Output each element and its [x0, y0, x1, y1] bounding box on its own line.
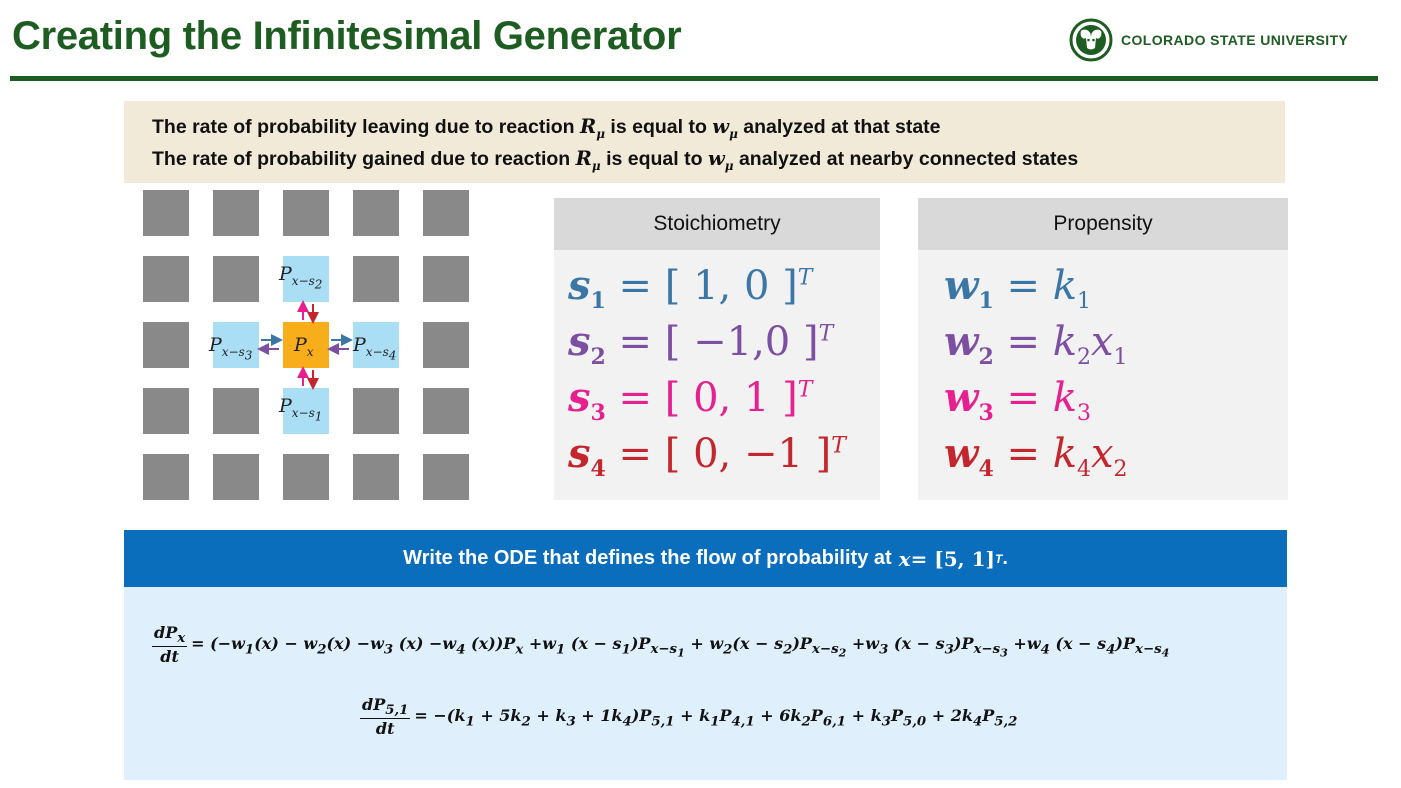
- grid-cell-neighbor-right: [353, 322, 399, 368]
- grid-cell: [213, 454, 259, 500]
- label-p-x-minus-s3: Px−s3: [209, 334, 253, 363]
- grid-cell-current-state: [283, 322, 329, 368]
- page-title: Creating the Infinitesimal Generator: [12, 14, 682, 58]
- state-grid: Px−s2 Px−s3 Px Px−s4 Px−s1: [143, 190, 473, 502]
- grid-cell: [423, 454, 469, 500]
- grid-cell: [353, 256, 399, 302]
- grid-cell: [283, 454, 329, 500]
- stoich-row-3: s3 = [ 0, 1 ]T: [568, 374, 813, 426]
- grid-cell: [283, 190, 329, 236]
- grid-cell: [213, 256, 259, 302]
- title-rule: [10, 76, 1378, 81]
- propensity-row-2: w2 = k2x1: [944, 318, 1128, 370]
- propensity-row-3: w3 = k3: [944, 374, 1091, 426]
- grid-cell: [213, 190, 259, 236]
- propensity-row-1: w1 = k1: [944, 262, 1091, 314]
- intro-box: The rate of probability leaving due to r…: [124, 101, 1285, 183]
- university-logo: COLORADO STATE UNIVERSITY: [1069, 18, 1348, 62]
- grid-cell: [423, 256, 469, 302]
- grid-cell: [143, 454, 189, 500]
- grid-cell: [213, 388, 259, 434]
- stoich-row-4: s4 = [ 0, −1 ]T: [568, 430, 846, 482]
- label-p-x-minus-s4: Px−s4: [353, 334, 397, 363]
- intro-line-1: The rate of probability leaving due to r…: [152, 115, 941, 141]
- specific-ode-equation: dP5,1 dt = −(k1 + 5k2 + k3 + 1k4)P5,1 + k1…: [360, 695, 1018, 739]
- stoichiometry-panel: Stoichiometry s1 = [ 1, 0 ]T s2 = [ −1,0…: [554, 198, 880, 500]
- grid-cell: [353, 190, 399, 236]
- grid-cell-neighbor-left: [213, 322, 259, 368]
- grid-cell: [353, 388, 399, 434]
- propensity-panel: Propensity w1 = k1 w2 = k2x1 w3 = k3 w4 …: [918, 198, 1288, 500]
- grid-cell: [423, 322, 469, 368]
- grid-cell: [143, 190, 189, 236]
- grid-cell: [143, 322, 189, 368]
- label-p-x-minus-s2: Px−s2: [279, 263, 323, 292]
- propensity-row-4: w4 = k4x2: [944, 430, 1128, 482]
- grid-cell: [423, 388, 469, 434]
- label-p-x-minus-s1: Px−s1: [279, 395, 323, 424]
- label-p-x: Px: [294, 334, 314, 359]
- transition-arrows: [257, 300, 353, 390]
- ode-prompt-bar: Write the ODE that defines the flow of p…: [124, 530, 1287, 587]
- grid-cell: [143, 256, 189, 302]
- stoich-row-2: s2 = [ −1,0 ]T: [568, 318, 834, 370]
- grid-cell-neighbor-bottom: [283, 388, 329, 434]
- stoichiometry-heading: Stoichiometry: [554, 198, 880, 250]
- intro-line-2: The rate of probability gained due to re…: [152, 147, 1079, 173]
- grid-cell: [143, 388, 189, 434]
- logo-wordmark: COLORADO STATE UNIVERSITY: [1121, 32, 1349, 48]
- grid-cell: [423, 190, 469, 236]
- ode-answer-box: dPx dt = (−w1(x) − w2(x) −w3 (x) −w4 (x))P…: [124, 587, 1287, 780]
- ram-logo-icon: [1069, 18, 1113, 62]
- propensity-heading: Propensity: [918, 198, 1288, 250]
- general-ode-equation: dPx dt = (−w1(x) − w2(x) −w3 (x) −w4 (x))P…: [152, 623, 1170, 667]
- stoich-row-1: s1 = [ 1, 0 ]T: [568, 262, 813, 314]
- grid-cell: [353, 454, 399, 500]
- grid-cell-neighbor-top: [283, 256, 329, 302]
